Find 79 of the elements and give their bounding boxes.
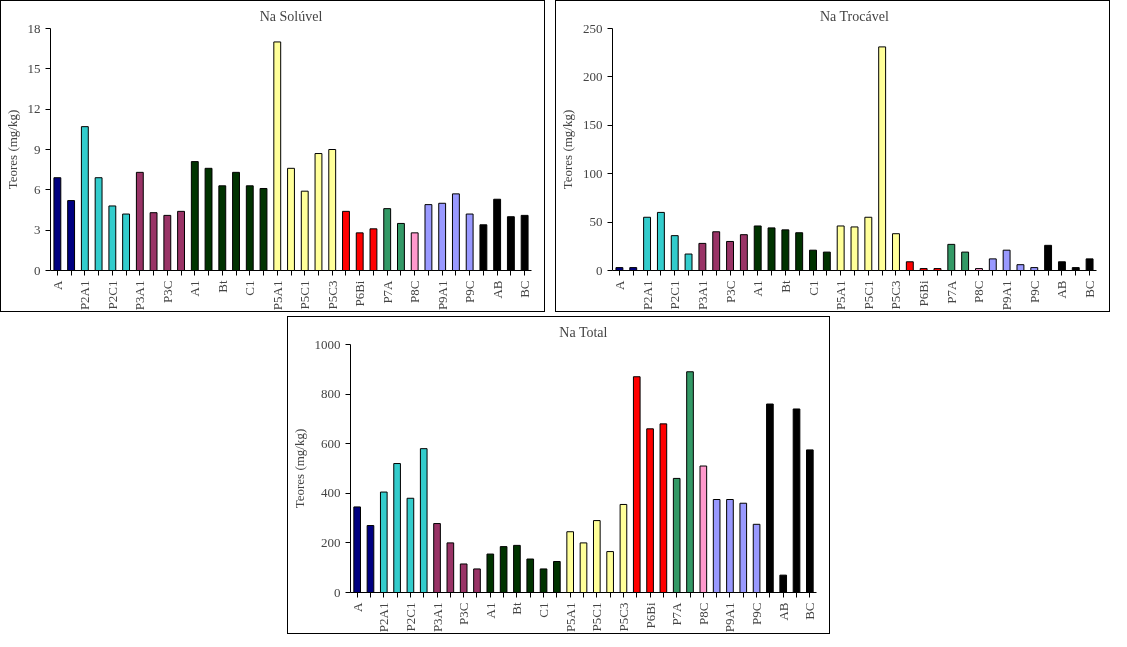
x-tick-label: P9A1 — [999, 280, 1015, 311]
x-tick-label: P5A1 — [269, 280, 285, 311]
x-tick-label: P3C — [722, 280, 738, 303]
x-tick-label: AB — [775, 602, 791, 621]
x-tick-label: A — [611, 279, 627, 290]
x-tick-label: P8C — [695, 602, 711, 625]
y-tick-label: 6 — [34, 181, 41, 197]
x-tick-label: P2A1 — [77, 280, 93, 311]
x-tick-label: P7A — [669, 601, 685, 626]
y-tick-label: 800 — [321, 386, 341, 402]
chart-title: Na Total — [559, 324, 608, 340]
x-tick-label: P7A — [943, 279, 959, 304]
x-tick-label: P6Bi — [916, 280, 932, 307]
x-tick-label: P3A1 — [694, 280, 710, 311]
x-tick-label: C1 — [242, 280, 258, 296]
y-tick-label: 1000 — [314, 336, 341, 352]
x-tick-label: P7A — [379, 279, 395, 304]
y-tick-label: 12 — [27, 101, 41, 117]
y-axis-title: Teores (mg/kg) — [4, 109, 20, 190]
x-tick-label: P8C — [407, 280, 423, 303]
x-tick-label: A — [349, 601, 365, 612]
x-tick-label: P9C — [1026, 280, 1042, 303]
x-tick-label: P2A1 — [639, 280, 655, 311]
y-tick-label: 18 — [27, 20, 41, 36]
chart-title: Na Trocável — [819, 8, 889, 24]
y-tick-label: 150 — [583, 117, 603, 133]
x-tick-label: P2C1 — [402, 602, 418, 632]
y-tick-label: 600 — [321, 435, 341, 451]
x-tick-label: AB — [489, 280, 505, 299]
x-tick-label: P3A1 — [132, 280, 148, 311]
x-tick-label: C1 — [805, 280, 821, 296]
y-tick-label: 0 — [596, 262, 603, 278]
y-tick-label: 200 — [321, 534, 341, 550]
y-tick-label: 15 — [27, 60, 41, 76]
y-tick-label: 400 — [321, 485, 341, 501]
x-tick-label: P9C — [749, 602, 765, 625]
x-tick-label: P5C3 — [888, 280, 904, 310]
x-tick-label: P5C1 — [297, 280, 313, 310]
x-tick-label: P5C3 — [615, 602, 631, 632]
x-tick-label: P9A1 — [434, 280, 450, 311]
y-tick-label: 0 — [34, 262, 41, 278]
x-tick-label: P2C1 — [667, 280, 683, 310]
x-tick-label: A1 — [482, 602, 498, 619]
x-tick-label: P5A1 — [833, 280, 849, 311]
x-tick-label: Bt — [777, 280, 793, 293]
x-tick-label: P3C — [456, 602, 472, 625]
x-tick-label: P5C1 — [860, 280, 876, 310]
x-tick-label: P5A1 — [562, 602, 578, 633]
x-tick-label: A1 — [187, 280, 203, 297]
y-tick-label: 0 — [334, 584, 341, 600]
y-tick-label: 9 — [34, 141, 41, 157]
x-tick-label: BC — [1082, 280, 1098, 298]
x-tick-label: BC — [517, 280, 533, 298]
chart-title: Na Solúvel — [259, 8, 323, 24]
x-tick-label: AB — [1054, 280, 1070, 299]
y-tick-label: 100 — [583, 165, 603, 181]
x-tick-label: P2C1 — [104, 280, 120, 310]
x-tick-label: P3C — [159, 280, 175, 303]
y-tick-label: 3 — [34, 222, 41, 238]
x-tick-label: Bt — [509, 602, 525, 615]
x-tick-label: C1 — [536, 602, 552, 618]
y-axis-title: Teores (mg/kg) — [291, 428, 307, 509]
x-tick-label: A1 — [750, 280, 766, 297]
y-tick-label: 50 — [589, 214, 603, 230]
x-tick-label: P9C — [462, 280, 478, 303]
x-tick-label: P6Bi — [642, 602, 658, 629]
x-tick-label: P8C — [971, 280, 987, 303]
x-tick-label: P2A1 — [376, 602, 392, 633]
y-tick-label: 200 — [583, 68, 603, 84]
y-axis-title: Teores (mg/kg) — [560, 109, 575, 190]
y-tick-label: 250 — [583, 20, 603, 36]
x-tick-label: Bt — [214, 280, 230, 293]
x-tick-label: P5C3 — [324, 280, 340, 310]
x-tick-label: P6Bi — [352, 280, 368, 307]
x-tick-label: BC — [802, 602, 818, 620]
x-tick-label: P3A1 — [429, 602, 445, 633]
x-tick-label: A — [49, 279, 65, 290]
x-tick-label: P5C1 — [589, 602, 605, 632]
x-tick-label: P9A1 — [722, 602, 738, 633]
